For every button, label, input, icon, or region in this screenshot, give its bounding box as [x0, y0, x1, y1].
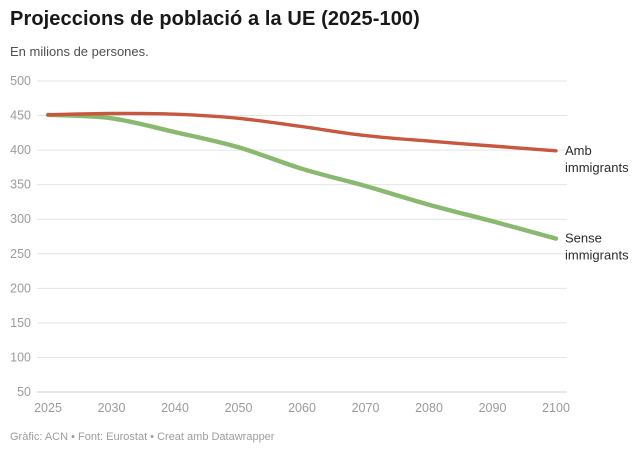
series-line-amb-immigrants	[46, 111, 558, 153]
series-label-sense-immigrants: Sense immigrants	[565, 231, 629, 263]
chart-credit: Gràfic: ACN • Font: Eurostat • Creat amb…	[10, 431, 275, 443]
x-tick-label-2040: 2040	[161, 401, 189, 415]
y-tick-label-400: 400	[10, 143, 31, 157]
y-tick-label-300: 300	[10, 212, 31, 226]
series-line-sense-immigrants	[45, 112, 559, 241]
x-tick-label-2080: 2080	[415, 401, 443, 415]
x-tick-label-2050: 2050	[225, 401, 253, 415]
y-tick-label-150: 150	[10, 316, 31, 330]
x-tick-label-2090: 2090	[479, 401, 507, 415]
series-label-amb-immigrants: Amb immigrants	[565, 143, 629, 175]
y-tick-label-350: 350	[10, 178, 31, 192]
y-tick-label-200: 200	[10, 281, 31, 295]
y-tick-label-100: 100	[10, 350, 31, 364]
y-tick-label-50: 50	[17, 385, 31, 399]
chart-subtitle: En milions de persones.	[10, 44, 149, 59]
x-tick-label-2060: 2060	[288, 401, 316, 415]
x-tick-label-2030: 2030	[98, 401, 126, 415]
x-tick-label-2100: 2100	[542, 401, 570, 415]
x-tick-label-2025: 2025	[34, 401, 62, 415]
y-tick-label-500: 500	[10, 74, 31, 88]
x-tick-label-2070: 2070	[352, 401, 380, 415]
y-tick-label-250: 250	[10, 247, 31, 261]
y-tick-label-450: 450	[10, 109, 31, 123]
chart-title: Projeccions de població a la UE (2025-10…	[10, 8, 420, 30]
